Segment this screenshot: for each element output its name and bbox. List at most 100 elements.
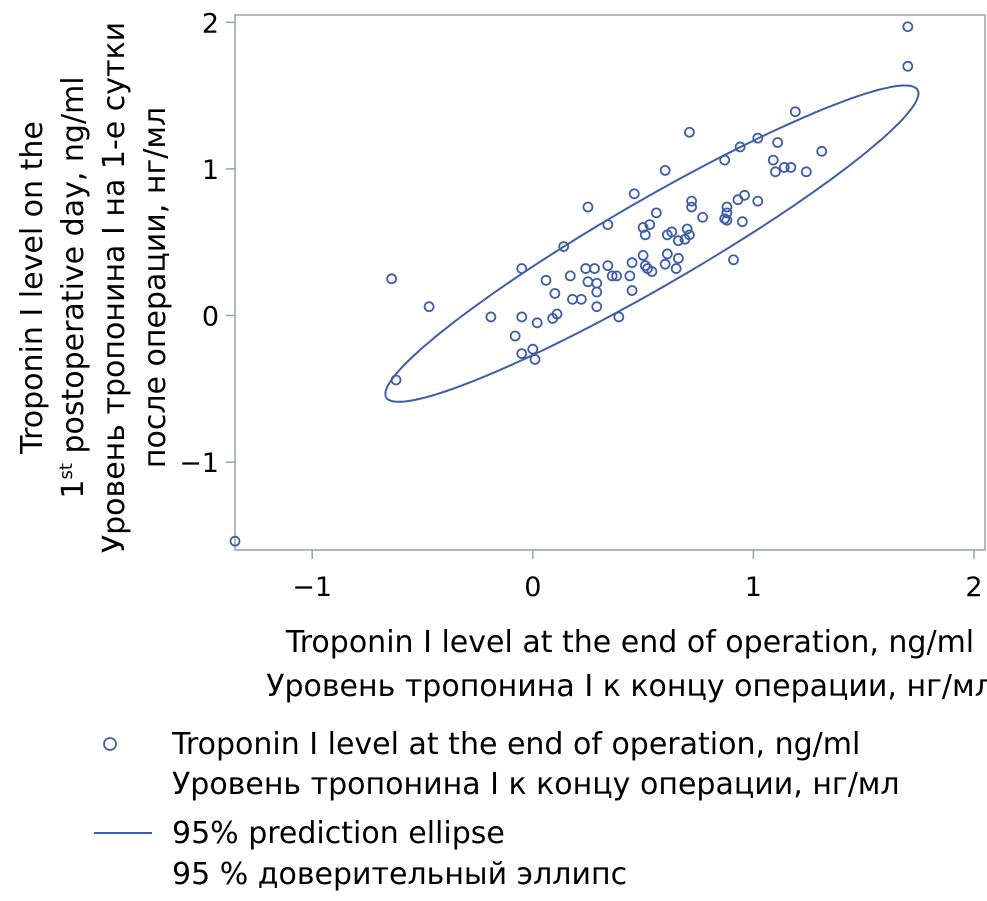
data-point (516, 348, 528, 359)
data-point (646, 266, 658, 277)
data-point (626, 257, 638, 269)
y-tick-label: 2 (202, 8, 219, 39)
data-point (686, 201, 698, 213)
data-point (659, 258, 671, 270)
scatter-points (229, 21, 914, 547)
y-axis-label-line: Уровень тропонина I на 1-е сутки (97, 22, 132, 553)
data-point (582, 276, 594, 288)
y-axis-label-line: после операции, нг/мл (138, 107, 173, 468)
data-point (670, 263, 682, 274)
data-point (527, 343, 539, 355)
data-point (602, 219, 614, 231)
y-axis-label-line: 1st postoperative day, ng/ml (56, 76, 91, 498)
data-point (644, 219, 656, 231)
data-point (785, 162, 797, 173)
data-point (816, 145, 828, 157)
data-point (728, 254, 739, 266)
data-point (639, 229, 651, 241)
data-point (390, 374, 402, 386)
data-point (637, 249, 649, 261)
data-point (582, 201, 594, 213)
y-axis-label-part: postoperative day, ng/ml (56, 76, 91, 463)
data-point (789, 106, 801, 118)
data-point (591, 286, 603, 298)
data-point (684, 229, 695, 241)
data-point (613, 311, 625, 323)
data-point (564, 270, 576, 282)
data-point (739, 189, 750, 201)
data-point (575, 293, 587, 305)
data-point (229, 535, 241, 547)
data-point (637, 222, 649, 233)
data-point (666, 226, 678, 238)
data-point (719, 213, 731, 225)
x-tick-label: 2 (965, 572, 982, 603)
data-point (639, 260, 651, 272)
data-point (591, 277, 603, 289)
data-point (650, 207, 662, 219)
data-point (602, 260, 614, 272)
data-point (752, 195, 764, 207)
x-tick-label: 1 (745, 572, 762, 603)
data-point (558, 241, 570, 252)
x-tick-label: 0 (524, 572, 541, 603)
y-axis-label-superscript: st (56, 463, 77, 479)
data-point (721, 207, 733, 219)
data-point (591, 301, 603, 313)
data-point (516, 311, 528, 323)
data-point (686, 195, 698, 207)
data-point (540, 274, 552, 286)
data-point (549, 288, 561, 299)
data-point (902, 21, 914, 33)
x-tick-label: −1 (292, 572, 332, 603)
data-point (516, 263, 528, 274)
data-point (611, 270, 623, 282)
y-axis-label-line: Troponin I level on the (15, 121, 50, 455)
data-point (551, 308, 563, 320)
data-point (721, 201, 733, 213)
data-point (589, 263, 600, 274)
data-point (672, 235, 684, 247)
data-point (772, 137, 784, 148)
data-point (684, 126, 695, 138)
data-point (628, 188, 640, 200)
data-point (531, 317, 543, 329)
prediction-ellipse (384, 84, 920, 403)
y-tick-label: 1 (202, 155, 219, 186)
legend-label: Troponin I level at the end of operation… (171, 727, 860, 762)
legend-marker-circle (103, 737, 117, 751)
data-point (800, 166, 812, 178)
legend: Troponin I level at the end of operation… (94, 727, 900, 892)
data-point (606, 270, 618, 282)
data-point (661, 248, 673, 260)
data-point (767, 154, 779, 166)
x-axis-label: Troponin I level at the end of operation… (285, 625, 974, 660)
data-point (485, 311, 497, 323)
data-point (681, 223, 693, 235)
data-point (736, 216, 748, 228)
data-point (659, 164, 671, 176)
data-point (529, 354, 541, 365)
y-axis-label-part: 1 (56, 480, 91, 499)
legend-label: Уровень тропонина I к концу операции, нг… (172, 767, 900, 802)
y-tick-label: −1 (179, 448, 219, 479)
data-point (697, 211, 709, 223)
data-point (719, 154, 731, 166)
data-point (778, 162, 790, 173)
data-point (567, 293, 578, 305)
data-point (509, 330, 521, 342)
data-point (721, 214, 733, 226)
legend-label: 95 % доверительный эллипс (172, 857, 627, 892)
x-axis-label: Уровень тропонина I к концу операции, нг… (266, 669, 987, 704)
data-point (386, 273, 398, 285)
data-point (770, 166, 781, 178)
data-point (624, 270, 636, 282)
data-point (734, 141, 746, 153)
plot-frame (234, 14, 986, 551)
data-point (423, 301, 435, 313)
data-point (902, 60, 914, 72)
data-point (580, 263, 592, 274)
